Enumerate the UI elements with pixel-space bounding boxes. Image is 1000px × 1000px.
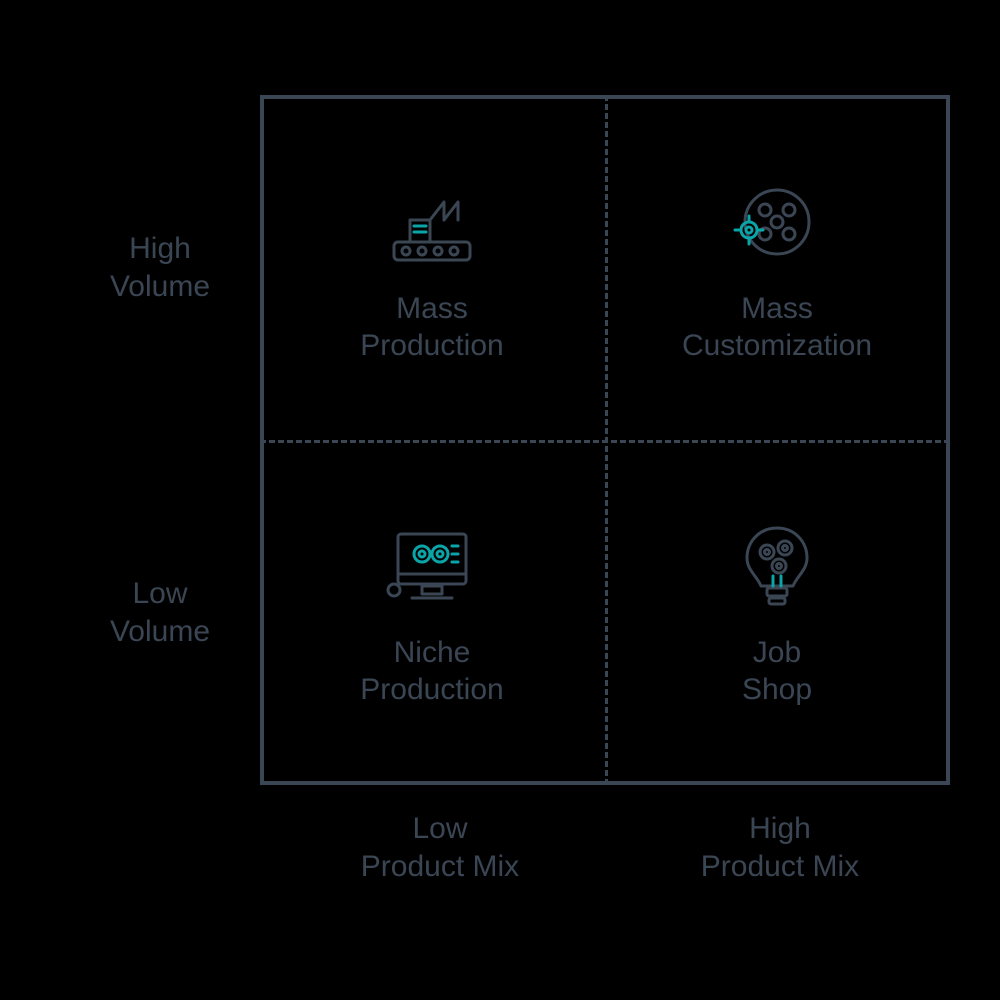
matrix-diagram: { "diagram": { "type": "2x2-matrix", "ba… (0, 0, 1000, 1000)
quadrant-mass-production: Mass Production (272, 118, 592, 418)
x-axis-label-low-mix: Low Product Mix (340, 810, 540, 885)
gear-bulb-icon (727, 516, 827, 616)
quadrant-label: Job Shop (742, 634, 812, 709)
x-axis-label-high-mix: High Product Mix (680, 810, 880, 885)
quadrant-label: Mass Production (360, 290, 503, 365)
horizontal-divider (260, 440, 950, 443)
factory-icon (382, 172, 482, 272)
quadrant-mass-customization: Mass Customization (617, 118, 937, 418)
cog-ball-icon (727, 172, 827, 272)
quadrant-label: Mass Customization (682, 290, 872, 365)
y-axis-label-low-volume: Low Volume (80, 575, 240, 650)
monitor-icon (382, 516, 482, 616)
quadrant-job-shop: Job Shop (617, 462, 937, 762)
y-axis-label-high-volume: High Volume (80, 230, 240, 305)
quadrant-label: Niche Production (360, 634, 503, 709)
quadrant-niche-production: Niche Production (272, 462, 592, 762)
